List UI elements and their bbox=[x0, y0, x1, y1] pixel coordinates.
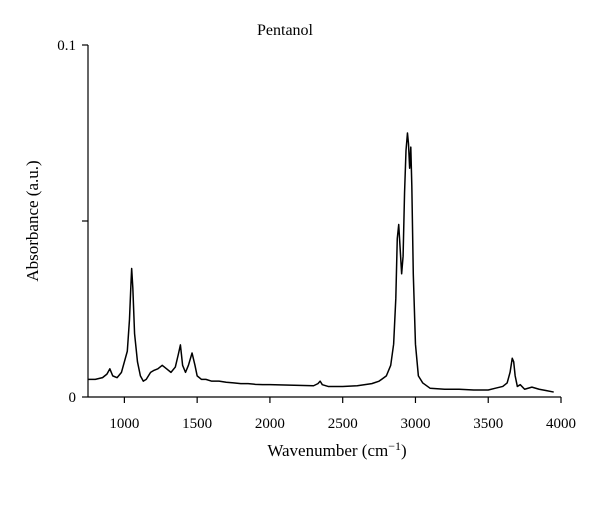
y-axis-title: Absorbance (a.u.) bbox=[23, 160, 42, 281]
x-axis-title-suffix: ) bbox=[401, 441, 407, 460]
x-axis-title-superscript: −1 bbox=[388, 439, 401, 453]
x-tick-label: 2500 bbox=[328, 416, 358, 432]
x-tick-label: 3500 bbox=[473, 416, 503, 432]
y-tick-label: 0.1 bbox=[57, 38, 76, 54]
spectrum-line-0 bbox=[88, 132, 554, 393]
y-ticks: 00.1 bbox=[57, 38, 88, 406]
x-tick-label: 1500 bbox=[182, 416, 212, 432]
chart-title: Pentanol bbox=[257, 22, 314, 39]
y-tick-label: 0 bbox=[69, 390, 77, 406]
x-tick-label: 1000 bbox=[109, 416, 139, 432]
x-axis-title-main: Wavenumber (cm bbox=[267, 441, 388, 460]
x-tick-label: 2000 bbox=[255, 416, 285, 432]
x-axis-title: Wavenumber (cm−1) bbox=[267, 439, 406, 460]
x-tick-label: 4000 bbox=[546, 416, 576, 432]
x-ticks: 1000 1500 2000 2500 3000 3500 4000 bbox=[109, 397, 576, 432]
x-tick-label: 3000 bbox=[400, 416, 430, 432]
plot-area bbox=[88, 132, 554, 393]
